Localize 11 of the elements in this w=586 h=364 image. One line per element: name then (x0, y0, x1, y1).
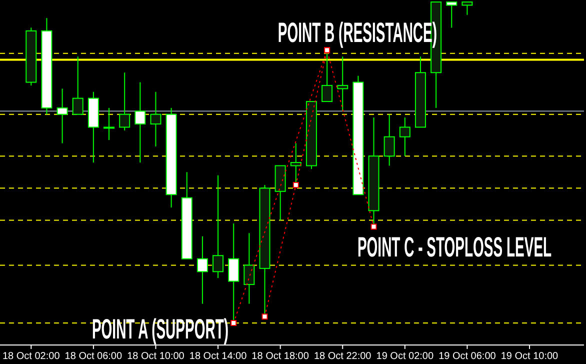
x-tick-label: 18 Oct 06:00 (64, 351, 123, 362)
x-tick-label: 18 Oct 22:00 (314, 351, 372, 362)
annotation: POINT A (SUPPORT) (92, 313, 229, 345)
x-tick-label: 19 Oct 06:00 (438, 351, 496, 362)
x-tick-label: 19 Oct 10:00 (500, 351, 559, 362)
x-tick-label: 19 Oct 02:00 (376, 351, 434, 362)
x-tick-label: 18 Oct 14:00 (189, 351, 248, 362)
x-tick-label: 18 Oct 18:00 (252, 351, 310, 362)
annotation: POINT C - STOPLOSS LEVEL (357, 231, 552, 263)
x-tick-label: 18 Oct 02:00 (2, 351, 60, 362)
x-tick-label: 18 Oct 10:00 (127, 351, 185, 362)
